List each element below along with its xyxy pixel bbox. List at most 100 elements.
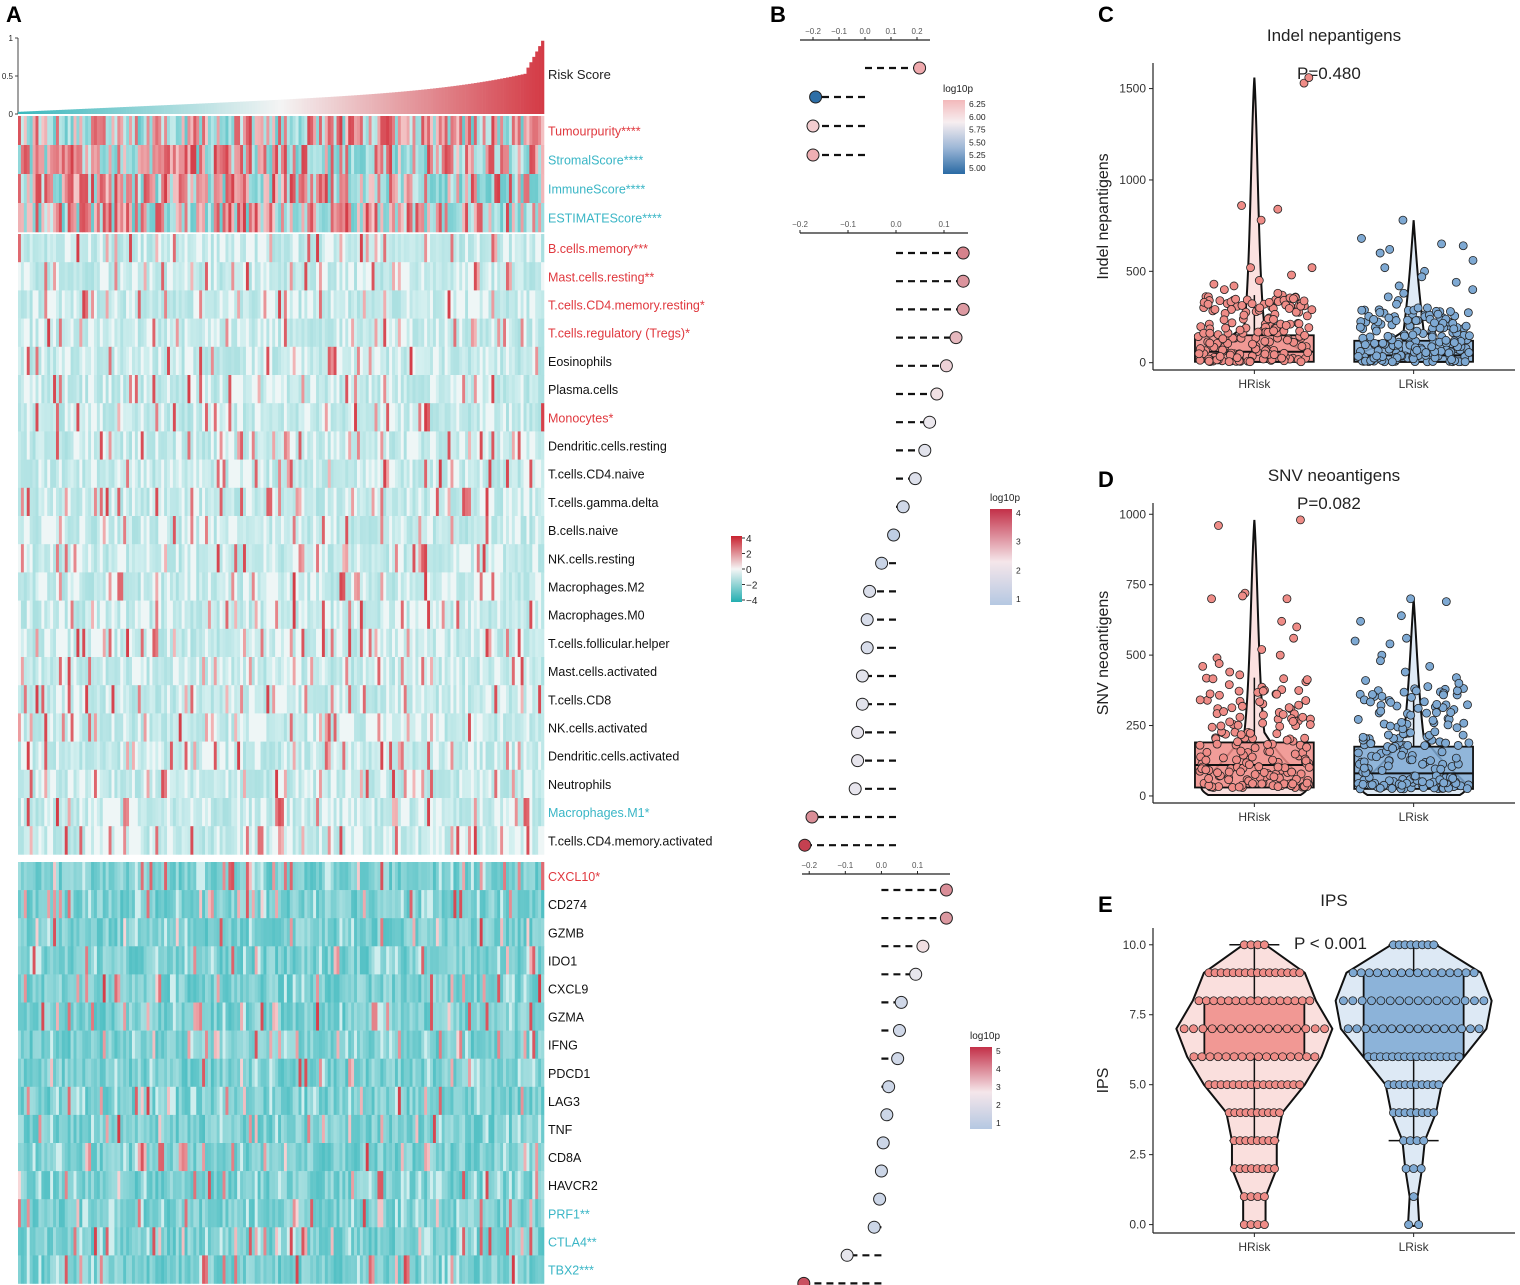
heatmap-cell — [316, 346, 320, 376]
heatmap-cell — [310, 262, 314, 291]
heatmap-cell — [29, 685, 33, 714]
heatmap-cell — [286, 318, 291, 348]
heatmap-cell — [511, 262, 516, 291]
heatmap-cell — [304, 600, 308, 630]
heatmap-cell — [70, 487, 74, 517]
heatmap-cell — [120, 203, 124, 233]
heatmap-cell — [456, 459, 460, 489]
heatmap-cell — [412, 516, 416, 545]
heatmap-cell — [529, 431, 533, 460]
heatmap-cell — [210, 234, 215, 263]
heatmap-cell — [403, 544, 407, 573]
heatmap-cell — [266, 346, 270, 376]
heatmap-cell — [485, 375, 489, 404]
heatmap-cell — [468, 544, 472, 573]
heatmap-cell — [38, 544, 42, 573]
heatmap-cell — [520, 234, 524, 263]
heatmap-cell — [178, 713, 182, 742]
heatmap-cell — [64, 657, 68, 686]
heatmap-cell — [20, 145, 25, 175]
heatmap-cell — [61, 685, 66, 714]
heatmap-cell — [400, 459, 405, 489]
heatmap-cell — [260, 826, 264, 855]
heatmap-cell — [310, 572, 314, 601]
heatmap-cell — [117, 174, 121, 204]
heatmap-cell — [210, 862, 215, 891]
heatmap-cell — [181, 572, 185, 601]
heatmap-cell — [301, 346, 305, 376]
heatmap-cell — [529, 769, 533, 799]
heatmap-cell — [359, 713, 364, 742]
heatmap-cell — [50, 826, 54, 855]
heatmap-cell — [476, 826, 481, 855]
risk-bar — [102, 107, 106, 114]
heatmap-cell — [450, 600, 454, 630]
heatmap-cell — [70, 431, 74, 460]
heatmap-cell — [321, 262, 326, 291]
heatmap-cell — [508, 459, 513, 489]
heatmap-cell — [41, 262, 45, 291]
heatmap-cell — [120, 431, 124, 460]
risk-bar — [207, 103, 212, 114]
heatmap-cell — [53, 375, 57, 404]
heatmap-cell — [32, 685, 36, 714]
heatmap-cell — [292, 826, 296, 855]
heatmap-cell — [473, 318, 478, 348]
heatmap-cell — [175, 685, 180, 714]
heatmap-cell — [278, 862, 282, 891]
heatmap-cell — [491, 685, 495, 714]
heatmap-cell — [41, 628, 45, 658]
heatmap-cell — [35, 685, 39, 714]
heatmap-cell — [330, 375, 334, 404]
heatmap-cell — [266, 403, 270, 432]
heatmap-cell — [149, 685, 153, 714]
heatmap-cell — [380, 431, 384, 460]
heatmap-cell — [53, 798, 57, 827]
heatmap-cell — [354, 403, 358, 432]
heatmap-cell — [67, 741, 71, 771]
heatmap-cell — [167, 516, 171, 545]
heatmap-cell — [336, 262, 340, 291]
heatmap-cell — [354, 685, 358, 714]
heatmap-cell — [432, 174, 437, 204]
heatmap-cell — [415, 290, 419, 319]
heatmap-cell — [362, 262, 367, 291]
heatmap-cell — [155, 862, 159, 891]
heatmap-cell — [155, 375, 159, 404]
risk-bar — [164, 105, 168, 114]
heatmap-cell — [240, 403, 244, 432]
heatmap-cell — [99, 174, 104, 204]
heatmap-cell — [152, 290, 156, 319]
heatmap-cell — [93, 203, 98, 233]
heatmap-cell — [91, 145, 95, 175]
heatmap-cell — [254, 685, 258, 714]
heatmap-cell — [50, 174, 54, 204]
heatmap-cell — [479, 346, 483, 376]
heatmap-cell — [508, 234, 513, 263]
heatmap-cell — [96, 290, 101, 319]
heatmap-cell — [64, 862, 68, 891]
heatmap-cell — [18, 657, 22, 686]
heatmap-cell — [444, 145, 448, 175]
heatmap-cell — [523, 487, 527, 517]
heatmap-cell — [394, 431, 399, 460]
heatmap-cell — [307, 600, 311, 630]
heatmap-cell — [131, 862, 136, 891]
heatmap-cell — [497, 290, 501, 319]
heatmap-cell — [333, 713, 337, 742]
heatmap-cell — [231, 234, 235, 263]
heatmap-cell — [243, 174, 247, 204]
heatmap-cell — [64, 116, 68, 146]
heatmap-cell — [283, 431, 288, 460]
heatmap-cell — [301, 769, 305, 799]
heatmap-cell — [342, 685, 346, 714]
heatmap-cell — [190, 769, 194, 799]
risk-bar — [225, 102, 229, 114]
heatmap-cell — [538, 431, 542, 460]
heatmap-cell — [67, 628, 71, 658]
heatmap-cell — [438, 487, 443, 517]
heatmap-cell — [532, 713, 536, 742]
heatmap-cell — [432, 516, 437, 545]
heatmap-cell — [421, 741, 425, 771]
heatmap-cell — [149, 116, 153, 146]
